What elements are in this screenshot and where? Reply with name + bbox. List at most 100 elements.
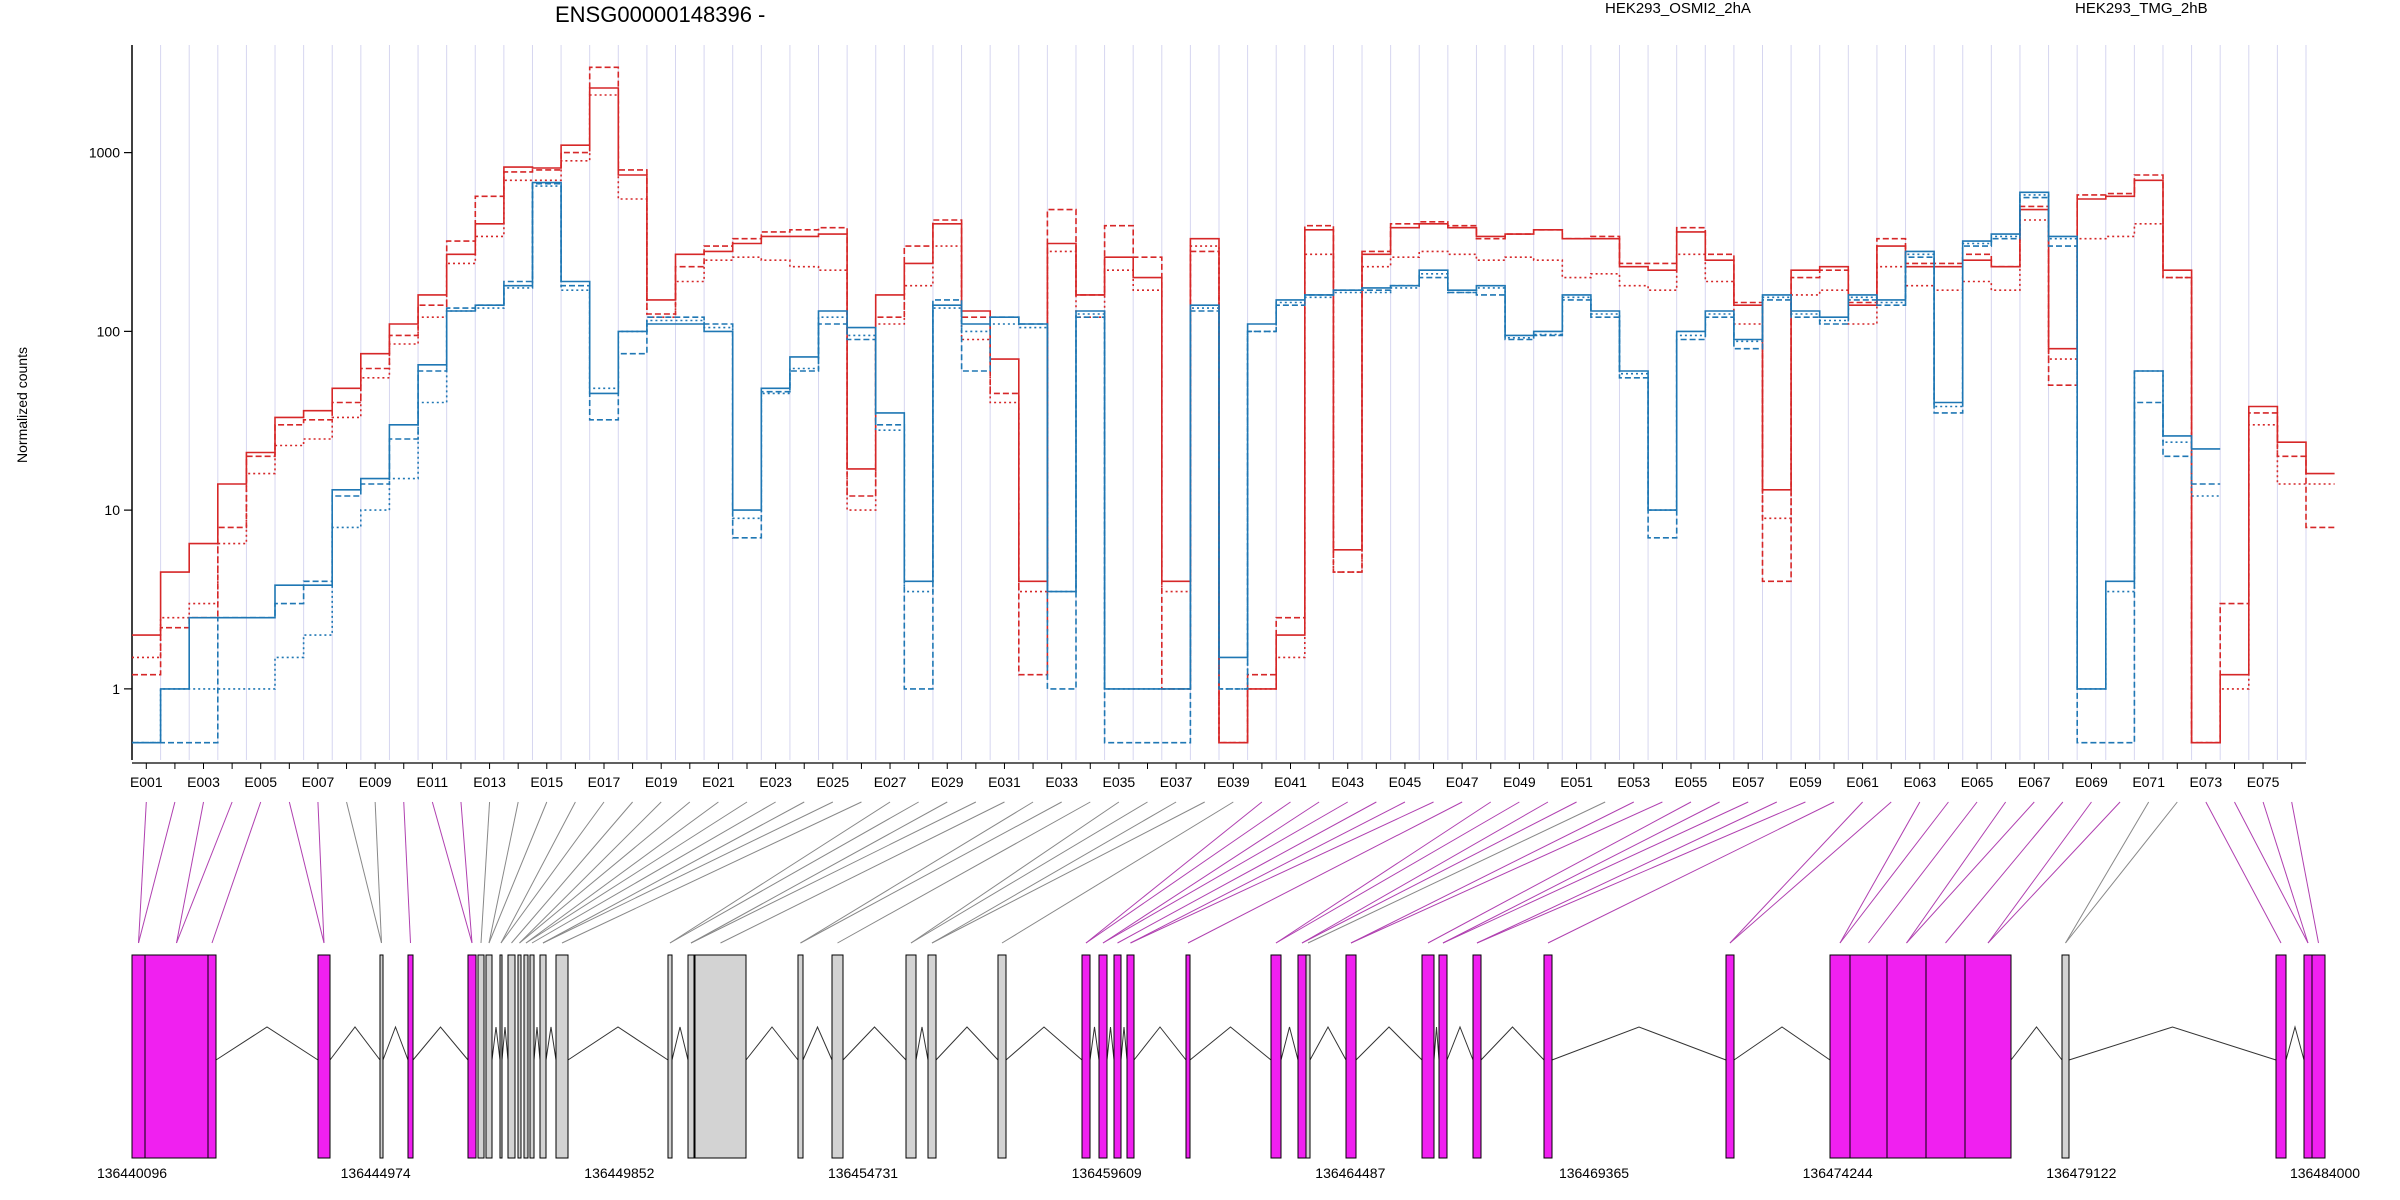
exon-connector: [480, 801, 491, 944]
exon-connector: [525, 801, 719, 944]
coordinate-label: 136454731: [828, 1165, 898, 1181]
exon-block: [1964, 954, 2012, 1159]
exon-block: [1421, 954, 1435, 1159]
exon-tick-label: E041: [1274, 774, 1307, 790]
exon-tick-label: E033: [1045, 774, 1078, 790]
exon-connector: [1987, 801, 2121, 944]
exon-connector: [2234, 801, 2309, 944]
intron-line: [1446, 1025, 1474, 1061]
exon-connector: [1729, 801, 1863, 944]
exon-tick-label: E031: [988, 774, 1021, 790]
series-layer: [132, 66, 2335, 744]
exon-connector: [1307, 801, 1606, 944]
intron-line: [1106, 1026, 1115, 1061]
intron-line: [1309, 1025, 1347, 1061]
exon-tick-label: E015: [530, 774, 563, 790]
exon-block: [144, 954, 209, 1159]
series-line-4: [132, 182, 2221, 744]
intron-line: [1120, 1026, 1128, 1061]
exon-block: [1725, 954, 1735, 1159]
exon-block: [1297, 954, 1307, 1159]
exon-block: [797, 954, 804, 1159]
exon-connector: [1442, 801, 1749, 944]
intron-line: [412, 1026, 469, 1061]
exon-block: [131, 954, 146, 1159]
exon-block: [317, 954, 331, 1159]
intron-line: [2068, 1026, 2277, 1061]
exon-block: [905, 954, 917, 1159]
exon-block: [1081, 954, 1091, 1159]
exon-tick-label: E003: [187, 774, 220, 790]
exon-connector: [1301, 801, 1577, 944]
intron-line: [1005, 1026, 1083, 1061]
exon-block: [1126, 954, 1135, 1159]
exon-connector: [1085, 801, 1263, 944]
intron-line: [1280, 1026, 1299, 1061]
intron-line: [1189, 1026, 1272, 1061]
exon-connector: [2205, 801, 2282, 944]
exon-block: [555, 954, 569, 1159]
series-line-0: [132, 87, 2335, 744]
exon-block: [687, 954, 695, 1159]
exon-connector: [2065, 801, 2178, 944]
series-line-2: [132, 94, 2335, 744]
exon-connector: [431, 801, 473, 944]
exon-connector: [1427, 801, 1692, 944]
legend-entry-tmg: HEK293_TMG_2hB: [2075, 0, 2208, 17]
exon-tick-label: E001: [130, 774, 163, 790]
exon-connector: [1130, 801, 1434, 944]
coordinate-label: 136449852: [584, 1165, 654, 1181]
y-tick-label: 10: [104, 502, 120, 518]
exon-block: [529, 954, 535, 1159]
exon-connector: [1275, 801, 1520, 944]
y-tick-label: 1: [112, 681, 120, 697]
exon-block: [2061, 954, 2070, 1159]
exon-tick-label: E061: [1846, 774, 1879, 790]
exon-connector: [1001, 801, 1234, 944]
exon-connector: [488, 801, 548, 944]
intron-line: [215, 1026, 319, 1061]
exon-connector: [374, 801, 382, 944]
intron-line: [802, 1025, 833, 1061]
exon-block: [1345, 954, 1357, 1159]
exon-connector: [1442, 801, 1720, 944]
exon-block: [1098, 954, 1108, 1159]
exon-connector: [720, 801, 1005, 944]
y-tick-label: 100: [97, 323, 121, 339]
exon-block: [207, 954, 217, 1159]
exon-tick-label: E047: [1446, 774, 1479, 790]
series-line-1: [132, 66, 2335, 744]
coordinate-label: 136484000: [2290, 1165, 2360, 1181]
intron-line: [1133, 1026, 1187, 1061]
exon-tick-label: E037: [1160, 774, 1193, 790]
exon-connector: [525, 801, 748, 944]
exon-connector: [910, 801, 1120, 944]
exon-connector: [488, 801, 519, 944]
exon-block: [467, 954, 477, 1159]
intron-line: [545, 1026, 557, 1061]
exon-connector: [1187, 801, 1463, 944]
exon-tick-label: E051: [1560, 774, 1593, 790]
intron-line: [382, 1025, 409, 1061]
exon-block: [1113, 954, 1122, 1159]
coordinate-label: 136459609: [1072, 1165, 1142, 1181]
coordinate-label: 136479122: [2046, 1165, 2116, 1181]
coordinate-label: 136440096: [97, 1165, 167, 1181]
exon-tick-label: E073: [2190, 774, 2223, 790]
exon-connector: [176, 801, 205, 944]
intron-line: [533, 1026, 541, 1061]
exon-connector: [669, 801, 891, 944]
intron-line: [1733, 1026, 1831, 1061]
exon-connector: [500, 801, 605, 944]
chart-title: ENSG00000148396 -: [555, 2, 765, 27]
exon-block: [379, 954, 384, 1159]
y-tick-label: 1000: [89, 145, 120, 161]
exon-block: [485, 954, 493, 1159]
exon-connector: [1906, 801, 2007, 944]
exon-tick-label: E027: [874, 774, 907, 790]
exon-tick-label: E045: [1389, 774, 1422, 790]
exon-block: [2275, 954, 2287, 1159]
exon-connector: [1987, 801, 2092, 944]
exon-connector: [1275, 801, 1492, 944]
